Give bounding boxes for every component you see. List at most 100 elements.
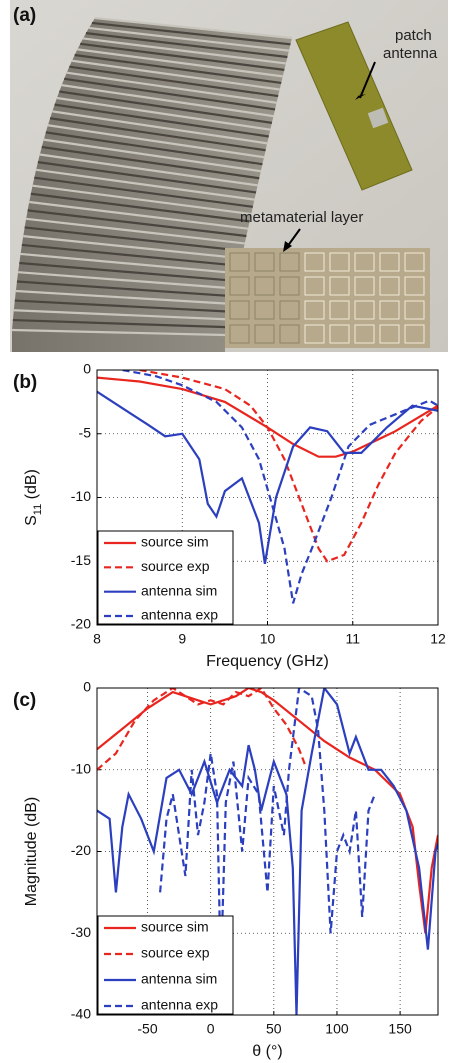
y-tick-label: -10 bbox=[71, 488, 91, 504]
cell bbox=[279, 252, 300, 272]
y-axis-label: S11 (dB) bbox=[23, 469, 44, 526]
x-tick-label: 0 bbox=[207, 1021, 215, 1037]
fin bbox=[85, 32, 288, 59]
y-tick-label: -20 bbox=[71, 616, 91, 632]
x-tick-label: 12 bbox=[430, 631, 446, 647]
fin bbox=[34, 176, 253, 208]
fin bbox=[56, 96, 271, 131]
y-axis-label: Magnitude (dB) bbox=[23, 797, 40, 906]
fin bbox=[13, 309, 229, 321]
fin bbox=[94, 16, 293, 40]
y-tick-label: -30 bbox=[71, 924, 91, 940]
legend: source sim source exp antenna sim antenna e… bbox=[97, 530, 234, 625]
fin bbox=[71, 59, 280, 91]
cell bbox=[379, 276, 400, 296]
y-tick-label: -15 bbox=[71, 552, 91, 568]
fin bbox=[12, 318, 227, 329]
cell bbox=[354, 252, 375, 272]
cell bbox=[254, 324, 275, 344]
fin bbox=[20, 252, 239, 275]
cell bbox=[329, 252, 350, 272]
cell bbox=[254, 252, 275, 272]
x-tick-label: 150 bbox=[388, 1021, 412, 1037]
fin bbox=[16, 280, 234, 298]
annotation: patch bbox=[395, 27, 432, 44]
chart: -50 0 50 100 150 0 -10 -20 -30 -40 source sim sourc… bbox=[13, 679, 439, 1060]
cell bbox=[304, 300, 325, 320]
fin bbox=[21, 243, 240, 267]
fin bbox=[32, 184, 252, 216]
legend-entry: source sim bbox=[141, 534, 209, 550]
x-tick-label: -50 bbox=[137, 1021, 157, 1037]
x-axis-label: θ (°) bbox=[252, 1043, 282, 1060]
arrow-head bbox=[283, 241, 292, 252]
fin bbox=[19, 261, 237, 283]
x-tick-label: 50 bbox=[266, 1021, 282, 1037]
series-line bbox=[97, 688, 438, 934]
cell bbox=[379, 252, 400, 272]
fin bbox=[54, 103, 269, 138]
fin bbox=[49, 117, 266, 152]
plot-frame bbox=[96, 369, 439, 626]
legend-box bbox=[97, 915, 234, 1015]
legend-entry: source exp bbox=[141, 945, 210, 961]
fin bbox=[25, 217, 245, 245]
fin bbox=[88, 26, 290, 52]
cell bbox=[279, 324, 300, 344]
series-line bbox=[122, 370, 438, 604]
cell bbox=[354, 300, 375, 320]
fin bbox=[23, 235, 242, 260]
y-tick-label: -40 bbox=[71, 1006, 91, 1022]
cell bbox=[404, 300, 425, 320]
cell bbox=[254, 276, 275, 296]
panel-label: (c) bbox=[13, 690, 36, 711]
y-tick-label: -20 bbox=[71, 842, 91, 858]
y-axis-label-part: Magnitude (dB) bbox=[23, 797, 40, 906]
patch bbox=[367, 107, 389, 129]
fin bbox=[74, 53, 282, 85]
cell bbox=[279, 300, 300, 320]
legend-entry: antenna exp bbox=[141, 607, 218, 623]
series-line bbox=[159, 688, 376, 975]
cell bbox=[404, 324, 425, 344]
fin bbox=[45, 131, 263, 166]
x-tick-label: 9 bbox=[178, 631, 186, 647]
cell bbox=[279, 276, 300, 296]
cell bbox=[254, 300, 275, 320]
cell bbox=[304, 276, 325, 296]
fin bbox=[37, 161, 257, 194]
annotation: antenna bbox=[383, 45, 438, 62]
cell bbox=[354, 324, 375, 344]
fin bbox=[41, 145, 260, 180]
chart: 8 9 10 11 12 0 -5 -10 -15 -20 source sim source exp… bbox=[13, 361, 446, 671]
fin bbox=[14, 299, 231, 313]
cell bbox=[229, 252, 250, 272]
fin bbox=[64, 77, 276, 111]
panel-label: (b) bbox=[13, 372, 37, 393]
y-tick-label: -10 bbox=[71, 760, 91, 776]
series-line bbox=[139, 370, 438, 563]
fin bbox=[61, 84, 274, 118]
fin bbox=[52, 110, 268, 145]
cell bbox=[354, 276, 375, 296]
arrow-head bbox=[355, 90, 366, 100]
legend-entry: source sim bbox=[141, 919, 209, 935]
fin bbox=[18, 271, 236, 290]
cell bbox=[379, 324, 400, 344]
y-axis-label-part: S bbox=[23, 515, 40, 526]
x-tick-label: 100 bbox=[325, 1021, 349, 1037]
fin bbox=[35, 168, 255, 201]
fin bbox=[15, 289, 232, 305]
y-tick-label: 0 bbox=[83, 679, 91, 695]
series-line bbox=[97, 688, 438, 1015]
y-tick-label: 0 bbox=[83, 361, 91, 377]
cell bbox=[404, 276, 425, 296]
fins bbox=[11, 16, 293, 337]
plot-frame bbox=[96, 687, 439, 1016]
legend-entry: antenna exp bbox=[141, 997, 218, 1013]
fin bbox=[47, 124, 265, 159]
fin bbox=[29, 200, 249, 230]
cell bbox=[304, 324, 325, 344]
photo: (a) patch antenna metamaterial layer bbox=[10, 0, 448, 352]
